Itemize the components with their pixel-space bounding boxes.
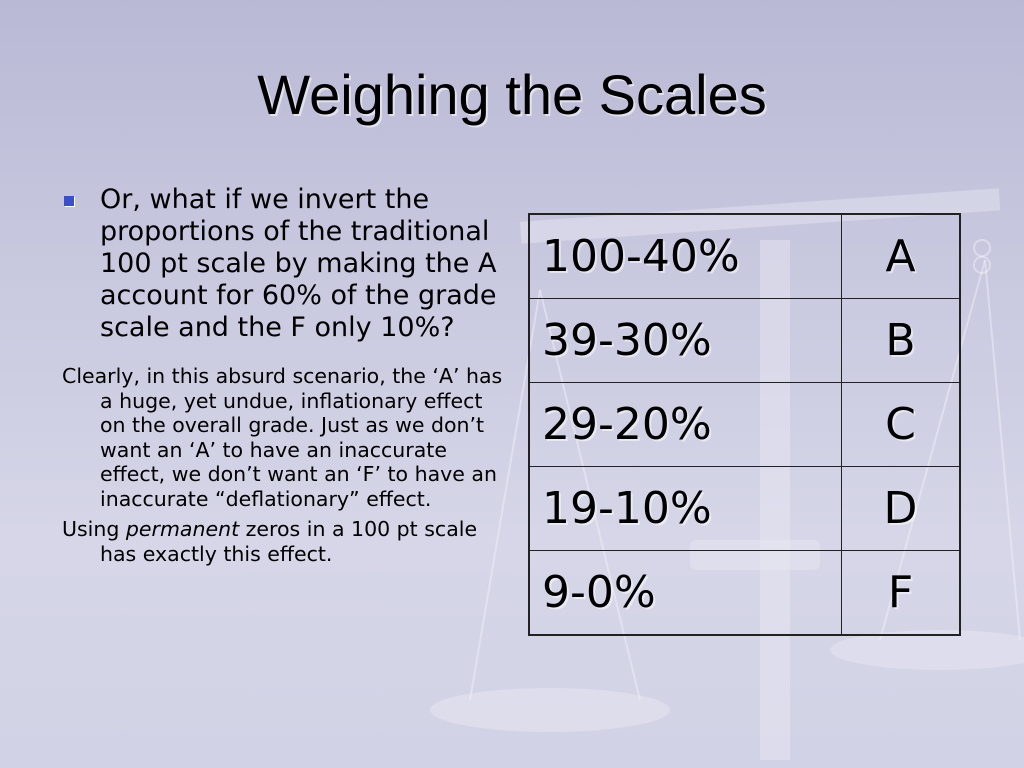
conclusion-paragraph: Using permanent zeros in a 100 pt scale … <box>62 517 512 566</box>
grade-cell: F <box>841 550 961 636</box>
table-row: 100-40% A <box>528 213 961 299</box>
grade-scale-table: 100-40% A 39-30% B 29-20% C 19-10% D 9-0… <box>528 213 961 636</box>
content-column: Or, what if we invert the proportions of… <box>62 184 512 566</box>
square-bullet-icon <box>64 196 74 206</box>
slide-title: Weighing the Scales <box>257 63 767 126</box>
grade-cell: A <box>841 213 961 299</box>
conclusion-text-start: Using <box>62 517 126 541</box>
grade-cell: D <box>841 466 961 551</box>
bullet-text: Or, what if we invert the proportions of… <box>100 184 497 343</box>
table-row: 39-30% B <box>528 298 961 383</box>
table-row: 9-0% F <box>528 550 961 636</box>
conclusion-text-end: zeros in a 100 pt scale has exactly this… <box>100 517 478 566</box>
explanation-paragraph: Clearly, in this absurd scenario, the ‘A… <box>62 364 503 511</box>
range-cell: 29-20% <box>528 382 842 467</box>
grade-cell: C <box>841 382 961 467</box>
table-row: 19-10% D <box>528 466 961 551</box>
table-row: 29-20% C <box>528 382 961 467</box>
bullet-item: Or, what if we invert the proportions of… <box>62 184 512 344</box>
range-cell: 39-30% <box>528 298 842 383</box>
range-cell: 9-0% <box>528 550 842 636</box>
range-cell: 19-10% <box>528 466 842 551</box>
grade-cell: B <box>841 298 961 383</box>
emphasis-permanent: permanent <box>125 517 240 541</box>
range-cell: 100-40% <box>528 213 842 299</box>
